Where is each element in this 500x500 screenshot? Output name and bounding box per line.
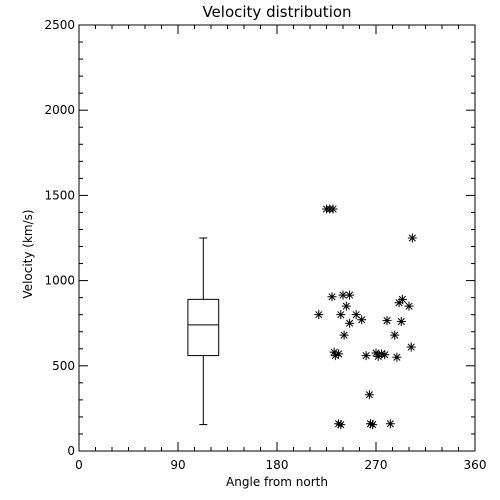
asterisk-point xyxy=(364,390,374,400)
asterisk-point xyxy=(373,351,383,361)
y-tick-label: 2500 xyxy=(44,18,75,32)
asterisk-point xyxy=(328,204,338,214)
x-axis-label: Angle from north xyxy=(226,475,328,489)
asterisk-point xyxy=(334,349,344,359)
asterisk-point xyxy=(327,292,337,302)
boxplot-box xyxy=(187,298,220,357)
asterisk-point xyxy=(329,347,339,357)
axis-ticks xyxy=(78,24,476,452)
asterisk-point xyxy=(406,342,416,352)
asterisk-point xyxy=(377,349,386,359)
y-axis-label: Velocity (km/s) xyxy=(21,209,35,298)
y-tick-label: 500 xyxy=(52,359,75,373)
x-tick-label: 90 xyxy=(170,458,185,472)
asterisk-point xyxy=(351,310,361,320)
asterisk-point xyxy=(314,310,324,320)
asterisk-point xyxy=(357,315,367,325)
asterisk-point xyxy=(390,330,400,340)
y-tick-label: 1000 xyxy=(44,274,75,288)
asterisk-point xyxy=(341,301,351,311)
asterisk-point xyxy=(366,419,375,429)
asterisk-point xyxy=(382,316,392,326)
asterisk-point xyxy=(336,310,346,320)
y-tick-label: 0 xyxy=(67,444,75,458)
asterisk-point xyxy=(345,290,355,300)
asterisk-point xyxy=(397,294,407,304)
asterisk-point xyxy=(368,420,378,430)
asterisk-point xyxy=(338,290,348,300)
x-tick-label: 0 xyxy=(75,458,83,472)
asterisk-point xyxy=(404,301,414,311)
asterisk-point xyxy=(371,348,381,358)
asterisk-point xyxy=(392,352,402,362)
asterisk-point xyxy=(330,351,340,361)
asterisk-point xyxy=(336,420,346,430)
data-points xyxy=(314,204,417,430)
x-tick-label: 360 xyxy=(464,458,487,472)
asterisk-point xyxy=(380,350,390,360)
chart-title: Velocity distribution xyxy=(202,3,351,21)
y-tick-label: 1500 xyxy=(44,188,75,202)
asterisk-point xyxy=(339,330,349,340)
boxplot xyxy=(187,237,220,426)
axis-tick-labels: 0 90 180 270 360 0 500 1000 1500 2000 2500 xyxy=(44,18,486,472)
asterisk-point xyxy=(334,419,344,429)
x-tick-label: 270 xyxy=(365,458,388,472)
asterisk-point xyxy=(396,316,406,326)
asterisk-point xyxy=(385,419,395,429)
asterisk-point xyxy=(407,233,417,243)
asterisk-point xyxy=(361,351,371,361)
y-tick-label: 2000 xyxy=(44,103,75,117)
asterisk-point xyxy=(345,318,355,328)
x-tick-label: 180 xyxy=(266,458,289,472)
asterisk-point xyxy=(394,298,404,308)
